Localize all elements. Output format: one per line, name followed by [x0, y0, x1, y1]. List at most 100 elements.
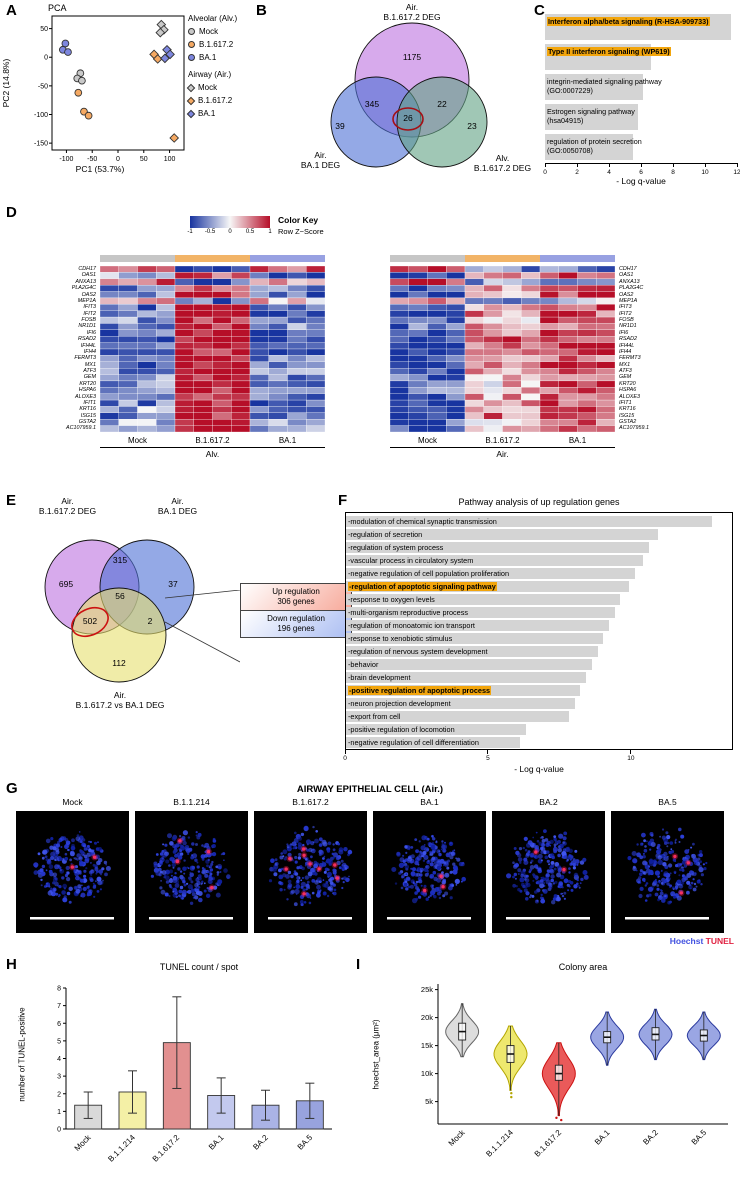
heatmap-cell [464, 265, 484, 273]
heatmap-cell [306, 304, 325, 311]
venne-bottom-line1: Air. [113, 690, 127, 700]
heatmap-cell [231, 425, 251, 433]
pathway-bar-label: -positive regulation of locomotion [348, 724, 455, 734]
heatmap-cell [408, 380, 428, 388]
heatmap-cell [446, 285, 466, 292]
heatmap-cell [212, 412, 232, 420]
condition-label: BA.5 [658, 797, 677, 807]
heatmap-cell [174, 425, 194, 433]
heatmap-cell [596, 336, 615, 343]
heatmap-cell [306, 310, 325, 318]
heatmap-cell [174, 278, 194, 286]
heatmap-cell [137, 406, 157, 413]
heatmap-cell [502, 323, 522, 330]
heatmap-cell [249, 368, 269, 375]
pathway-bar-row: -response to xenobiotic stimulus [346, 632, 732, 645]
heatmap-cell [539, 272, 559, 279]
heatmap-cell [483, 412, 503, 420]
heatmap-cell [174, 374, 194, 382]
heatmap-cell [174, 285, 194, 292]
heatmap-cell [156, 323, 176, 330]
heatmap-cell [100, 342, 119, 350]
heatmap-cell [268, 399, 288, 407]
heatmap-cell [193, 412, 213, 420]
pathway-bar-label: integrin-mediated signaling pathway (GO:0… [547, 77, 662, 95]
heatmap-cell [390, 323, 409, 330]
heatmap-cell [231, 361, 251, 369]
circle-marker-icon [188, 41, 195, 48]
heatmap-cell [287, 387, 307, 394]
heatmap-cell [427, 355, 447, 362]
heatmap-cell [268, 393, 288, 401]
x-category-label: B.1.1.214 [484, 1128, 515, 1159]
y-tick-label: 3 [57, 1074, 61, 1081]
heatmap-cell [100, 310, 119, 318]
pca-point-circle [84, 111, 93, 120]
y-tick-label: 0 [44, 55, 48, 62]
heatmap-cell [521, 323, 541, 330]
legend-airway-title: Airway (Air.) [188, 70, 232, 79]
heatmap-cell [596, 368, 615, 375]
heatmap-cell [306, 278, 325, 286]
x-tick-label: 100 [164, 156, 176, 163]
heatmap-cell [596, 399, 615, 407]
scale-bar [149, 917, 233, 920]
heatmap-cell [268, 387, 288, 394]
heatmap-cell [464, 406, 484, 413]
heatmap-cell [100, 316, 119, 324]
down-regulation-count: 196 genes [277, 624, 315, 633]
heatmap-cell [408, 342, 428, 350]
colony-y-axis-label: hoechst_area (μm²) [371, 1019, 381, 1090]
heatmap-cell [156, 285, 176, 292]
x-tick [487, 750, 489, 754]
heatmap-cell [249, 393, 269, 401]
panel-i-label: I [356, 956, 361, 973]
heatmap-cell [231, 368, 251, 375]
heatmap-group-strip [465, 255, 540, 262]
pathway-bar-row: Interferon alpha/beta signaling (R-HSA-90… [545, 12, 737, 42]
gene-label: OAS1 [81, 272, 96, 279]
microscopy-panel-B.1.1.214: B.1.1.214 [135, 797, 248, 933]
heatmap-cell [100, 348, 119, 356]
heatmap-cell [408, 336, 428, 343]
pathway-bar-label: -multi-organism reproductive process [348, 607, 469, 617]
pathway-bar [545, 104, 638, 130]
venn-highlight-outline [392, 107, 424, 131]
heatmap-cell [156, 342, 176, 350]
pathway-f-x-axis-label: - Log q-value [514, 764, 564, 774]
heatmap-cell [502, 348, 522, 356]
heatmap-cell [193, 380, 213, 388]
gene-label: IFIT1 [83, 399, 96, 406]
gene-label: IFIT2 [619, 310, 632, 317]
heatmap-cell [577, 374, 597, 382]
heatmap-cell [174, 329, 194, 337]
heatmap-cell [118, 425, 138, 433]
gene-label: ATF3 [619, 368, 632, 374]
heatmap-cell [464, 374, 484, 382]
gene-label: ANXA13 [75, 278, 96, 285]
heatmap-cell [212, 425, 232, 433]
heatmap-cell [521, 265, 541, 273]
heatmap-cell [390, 399, 409, 407]
x-tick [736, 163, 738, 167]
heatmap-cell [427, 412, 447, 420]
heatmap-cell [577, 355, 597, 362]
pathway-bar-row: -regulation of nervous system developmen… [346, 645, 732, 658]
heatmap-cell [137, 310, 157, 318]
heatmap-cell [502, 374, 522, 382]
heatmap-cell [558, 285, 578, 292]
heatmap-cell [596, 285, 615, 292]
up-regulation-box: Up regulation 306 genes [240, 583, 352, 611]
heatmap-cell [174, 323, 194, 330]
heatmap-cell [427, 399, 447, 407]
heatmap-cell [249, 387, 269, 394]
heatmap-cell [464, 355, 484, 362]
heatmap-cell [212, 393, 232, 401]
heatmap-cell [306, 329, 325, 337]
pca-point-diamond [152, 54, 163, 64]
heatmap-cell [212, 323, 232, 330]
heatmap-cell [137, 380, 157, 388]
gene-label: OAS2 [81, 291, 96, 298]
tunel-chart-title: TUNEL count / spot [159, 962, 239, 972]
heatmap-cell [558, 297, 578, 305]
